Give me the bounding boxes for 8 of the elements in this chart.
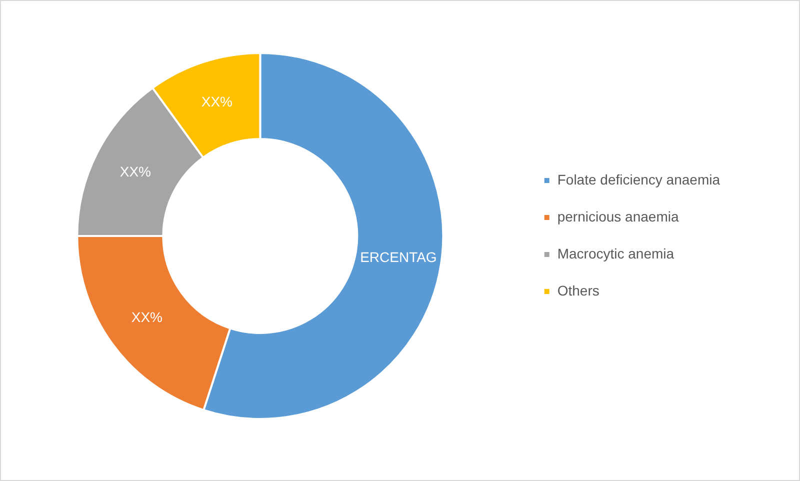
data-label: XX% — [201, 94, 232, 110]
legend-label: Others — [557, 282, 600, 298]
data-label: XX% — [131, 309, 162, 326]
legend-label: pernicious anaemia — [557, 208, 679, 224]
legend-label: Macrocytic anemia — [557, 245, 674, 262]
data-label: XX% — [120, 163, 151, 180]
legend-label: Folate deficiency anaemia — [557, 171, 720, 188]
data-label: ERCENTAG — [360, 248, 437, 265]
